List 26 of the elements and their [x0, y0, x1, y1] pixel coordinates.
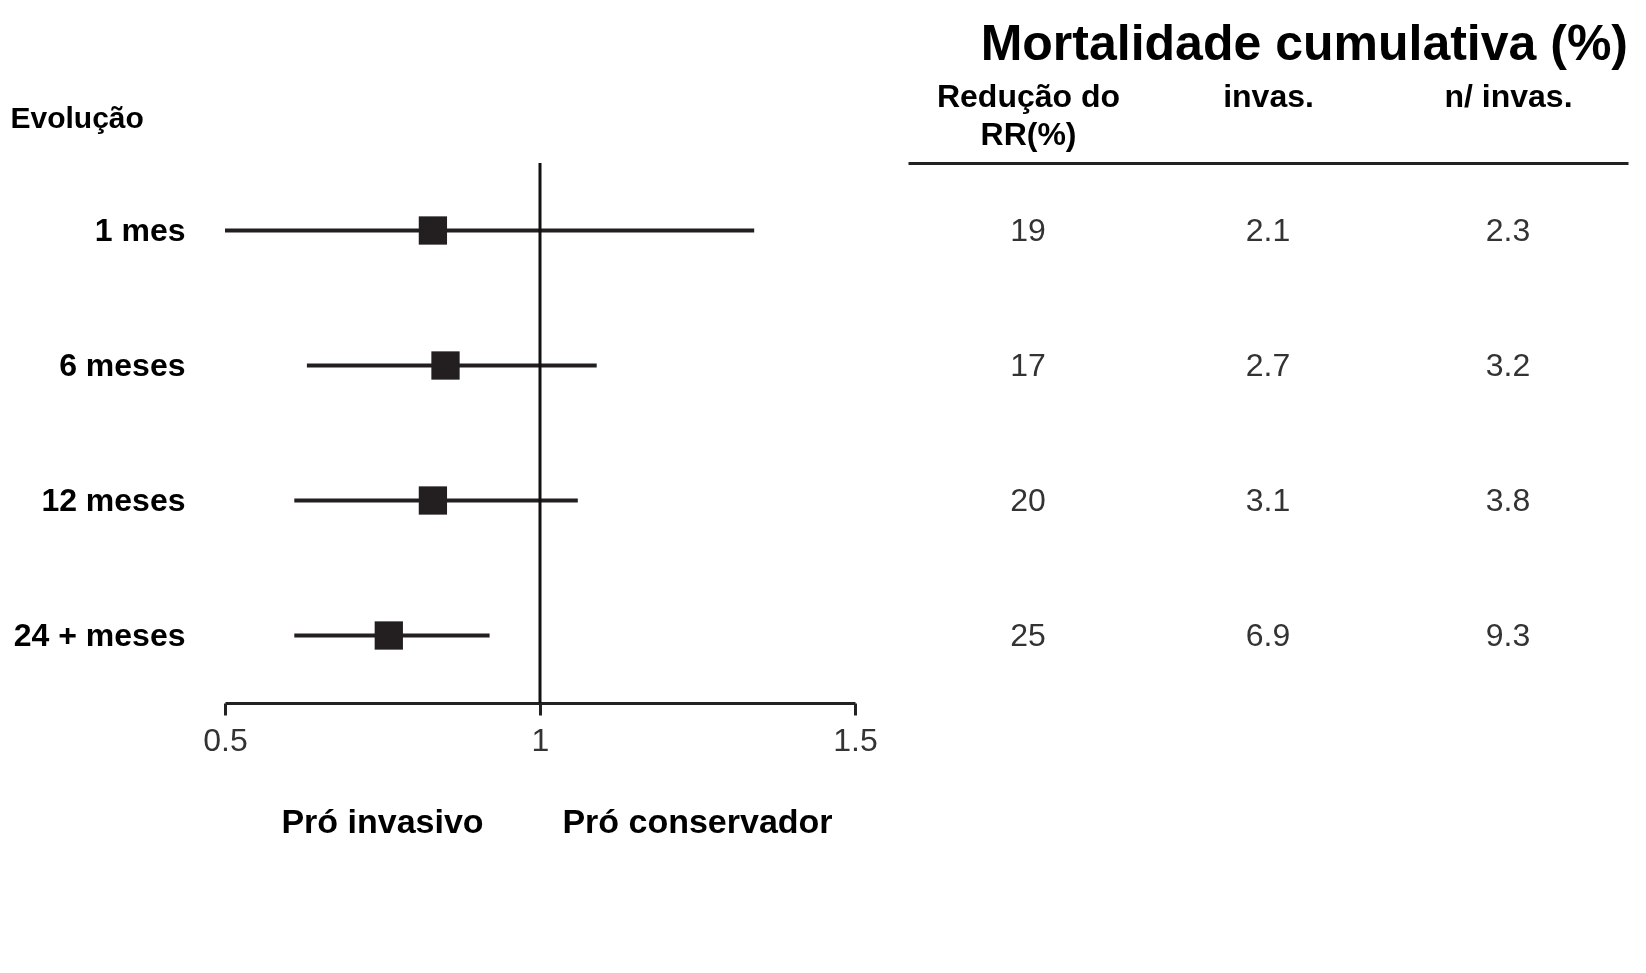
x-tick-label: 1: [531, 721, 550, 758]
category-label: invas.: [1223, 77, 1314, 114]
y-tick-label: 12 meses: [41, 482, 186, 518]
text: 3.1: [1245, 481, 1291, 518]
text: 2.7: [1245, 346, 1291, 383]
text: 25: [1010, 616, 1046, 653]
category-label: n/ invas.: [1444, 77, 1573, 114]
text: 19: [1010, 211, 1046, 248]
y-tick-label: 6 meses: [59, 347, 186, 383]
y-tick-label: 1 mes: [94, 212, 186, 248]
category-label: Redução do RR(%): [936, 77, 1121, 152]
text: 3.8: [1485, 481, 1531, 518]
text: Pró conservador: [562, 802, 833, 840]
text: 6.9: [1245, 616, 1291, 653]
text: 2.3: [1485, 211, 1531, 248]
y-axis-title: Evolução: [10, 100, 144, 134]
text: Pró invasivo: [281, 802, 484, 840]
text: 20: [1010, 481, 1046, 518]
text: 9.3: [1485, 616, 1531, 653]
text: 3.2: [1485, 346, 1531, 383]
y-tick-label: 24 + meses: [13, 617, 186, 653]
x-tick-label: 1.5: [833, 721, 878, 758]
x-tick-label: 0.5: [203, 721, 248, 758]
text: 2.1: [1245, 211, 1291, 248]
text: Mortalidade cumulativa (%): [980, 15, 1628, 71]
text: 17: [1010, 346, 1046, 383]
